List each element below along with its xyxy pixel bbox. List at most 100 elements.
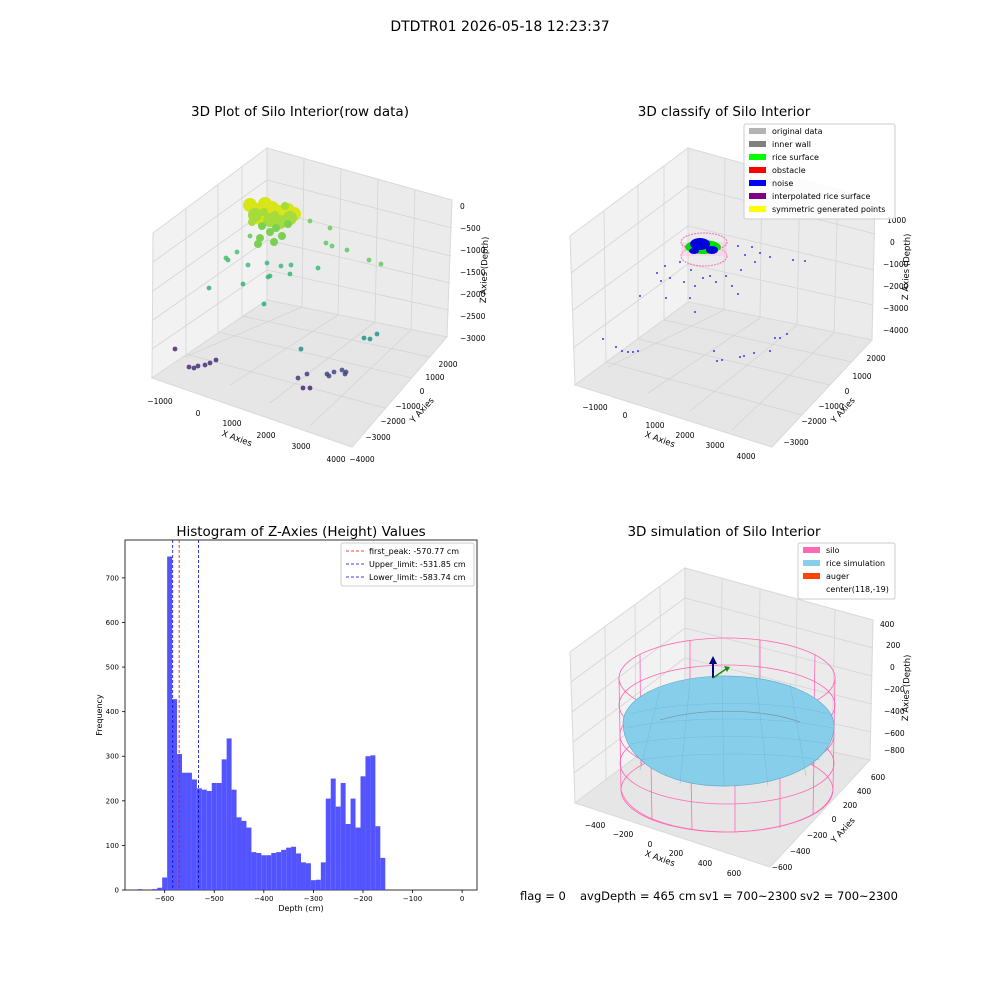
y-tick-label: 100 xyxy=(106,842,119,850)
y-tick-label: 0 xyxy=(420,387,425,396)
legend-swatch xyxy=(749,180,766,186)
scatter-point xyxy=(213,357,219,363)
scatter-point xyxy=(694,285,696,287)
z-tick-label: 200 xyxy=(886,641,901,650)
x-tick-label: 200 xyxy=(669,849,684,858)
histogram-bar xyxy=(286,847,292,890)
z-tick-label: 0 xyxy=(890,663,895,672)
y-tick-label: −3000 xyxy=(365,433,391,442)
scatter-point xyxy=(298,346,304,352)
auger-marker xyxy=(709,656,730,679)
y-tick-label: 200 xyxy=(843,801,858,810)
y-tick-label: −200 xyxy=(807,831,828,840)
scatter-point xyxy=(300,385,306,391)
sv2-status: sv2 = 700~2300 xyxy=(800,889,898,903)
legend-classified: original data inner wall rice surface obsta… xyxy=(743,123,896,220)
histogram-bar xyxy=(211,782,217,890)
x-tick-label: −1000 xyxy=(582,403,608,412)
scatter-point xyxy=(258,222,266,230)
avg-depth-status: avgDepth = 465 cm xyxy=(580,889,696,903)
y-tick-label: 1000 xyxy=(852,372,871,381)
y-tick-label: 2000 xyxy=(866,354,885,363)
legend-label: silo xyxy=(826,546,840,555)
histogram-bar xyxy=(221,759,227,890)
x-tick-label: 0 xyxy=(648,840,653,849)
rice-simulation-surface xyxy=(622,675,835,787)
scatter-point xyxy=(261,301,267,307)
scatter-point xyxy=(315,265,321,271)
scatter-point xyxy=(207,360,213,366)
scatter-point xyxy=(260,208,268,216)
legend-swatch xyxy=(803,547,820,553)
figure-suptitle: DTDTR01 2026-05-18 12:23:37 xyxy=(390,19,609,35)
histogram-bar xyxy=(296,853,301,890)
scatter-point xyxy=(690,269,692,271)
z-tick-label: −3000 xyxy=(460,334,486,343)
x-tick-label: −100 xyxy=(403,895,422,903)
panel-simulation: 3D simulation of Silo Interior xyxy=(569,524,913,878)
z-tick-label: 0 xyxy=(460,202,465,211)
x-tick-label: −400 xyxy=(254,895,273,903)
histogram-bar xyxy=(355,827,361,890)
x-tick-label: 2000 xyxy=(675,431,694,440)
scatter-point xyxy=(740,269,742,271)
x-tick-label: −200 xyxy=(613,830,634,839)
scatter-point xyxy=(713,350,715,352)
scatter-point xyxy=(751,246,753,248)
scatter-point xyxy=(792,259,794,261)
legend-swatch xyxy=(803,573,820,579)
x-tick-label: 1000 xyxy=(645,421,664,430)
z-tick-label: 400 xyxy=(880,620,895,629)
legend-label: auger xyxy=(826,572,850,581)
x-tick-label: 0 xyxy=(460,895,464,903)
scatter-point xyxy=(744,254,746,256)
histogram-bar xyxy=(266,855,272,890)
scatter-point xyxy=(639,295,641,297)
scatter-point xyxy=(307,385,313,391)
histogram-bar xyxy=(191,779,197,890)
z-tick-label: −800 xyxy=(884,746,905,755)
scatter-point xyxy=(344,247,350,253)
legend-label: rice surface xyxy=(772,153,819,162)
scatter-point xyxy=(637,350,639,352)
scatter-point xyxy=(327,225,333,231)
y-tick-label: −600 xyxy=(772,863,793,872)
y-tick-label: 700 xyxy=(106,574,119,582)
scatter-point xyxy=(715,281,717,283)
histogram-bar xyxy=(310,880,316,890)
scatter-point xyxy=(361,335,367,341)
histogram-reference-lines xyxy=(172,540,199,890)
histogram-bar xyxy=(137,889,143,890)
z-tick-label: −4000 xyxy=(883,326,909,335)
scatter-point xyxy=(339,367,345,373)
y-tick-label: 600 xyxy=(871,773,886,782)
sv1-status: sv1 = 700~2300 xyxy=(699,889,797,903)
histogram-bar xyxy=(345,824,351,890)
scatter-point xyxy=(774,337,776,339)
grid-lines-raw xyxy=(151,157,453,426)
scatter-point xyxy=(287,271,293,277)
histogram-bar xyxy=(157,887,163,890)
y-tick-label: 0 xyxy=(845,387,850,396)
z-tick-label: −200 xyxy=(884,685,905,694)
y-tick-label: −1000 xyxy=(818,402,844,411)
x-tick-label: 0 xyxy=(623,411,628,420)
x-axis-label: X Axies xyxy=(643,430,676,450)
scatter-point xyxy=(223,255,229,261)
z-tick-label: −2000 xyxy=(883,282,909,291)
scatter-point xyxy=(683,281,685,283)
histogram-bar xyxy=(206,791,212,890)
x-tick-label: −300 xyxy=(304,895,323,903)
pane-floor xyxy=(150,299,448,448)
legend-swatch xyxy=(803,560,820,566)
histogram-bar xyxy=(172,699,178,890)
scatter-point xyxy=(270,238,278,246)
histogram-bar xyxy=(186,772,192,890)
histogram-bar xyxy=(375,826,381,890)
z-tick-label: −2000 xyxy=(460,290,486,299)
x-tick-label: 400 xyxy=(698,859,713,868)
y-tick-label: 2000 xyxy=(438,360,457,369)
histogram-bar xyxy=(231,789,237,890)
z-tick-label: −1000 xyxy=(883,260,909,269)
scatter-point xyxy=(656,272,658,274)
